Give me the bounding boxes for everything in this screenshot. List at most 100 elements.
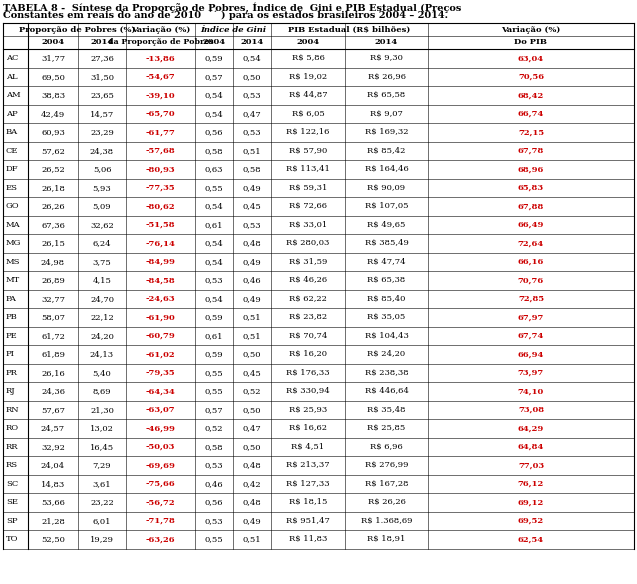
Text: 0,55: 0,55 — [204, 536, 224, 543]
Text: 6,24: 6,24 — [93, 239, 111, 247]
Text: Constantes em reais do ano de 2010  ´´ ) para os estados brasileiros 2004 – 2014: Constantes em reais do ano de 2010 ´´ ) … — [3, 11, 448, 20]
Text: R$ 25,85: R$ 25,85 — [368, 424, 406, 432]
Text: 24,38: 24,38 — [90, 147, 114, 155]
Text: 0,50: 0,50 — [243, 73, 261, 81]
Text: 0,48: 0,48 — [243, 239, 261, 247]
Text: 0,50: 0,50 — [243, 406, 261, 413]
Text: Variação (%): Variação (%) — [501, 26, 561, 33]
Text: -24,63: -24,63 — [146, 295, 175, 303]
Text: 16,45: 16,45 — [90, 443, 114, 451]
Text: 0,57: 0,57 — [204, 406, 224, 413]
Text: R$ 25,93: R$ 25,93 — [289, 406, 327, 413]
Text: 0,53: 0,53 — [243, 91, 261, 99]
Text: -39,10: -39,10 — [146, 91, 175, 99]
Text: 52,50: 52,50 — [41, 536, 65, 543]
Text: 22,12: 22,12 — [90, 313, 114, 321]
Text: R$ 16,20: R$ 16,20 — [289, 350, 327, 358]
Text: 68,42: 68,42 — [518, 91, 544, 99]
Text: -76,14: -76,14 — [146, 239, 175, 247]
Text: -13,86: -13,86 — [146, 54, 175, 62]
Text: R$ 127,33: R$ 127,33 — [286, 479, 330, 488]
Text: 62,54: 62,54 — [518, 536, 544, 543]
Text: -80,93: -80,93 — [146, 165, 175, 173]
Text: R$ 4,51: R$ 4,51 — [292, 443, 325, 451]
Text: DF: DF — [6, 165, 18, 173]
Text: 0,45: 0,45 — [243, 369, 261, 377]
Text: R$ 113,41: R$ 113,41 — [286, 165, 330, 173]
Text: MT: MT — [6, 276, 20, 284]
Text: R$ 26,96: R$ 26,96 — [368, 73, 406, 81]
Text: 26,89: 26,89 — [41, 276, 65, 284]
Text: 24,20: 24,20 — [90, 332, 114, 340]
Text: 2004: 2004 — [203, 39, 225, 47]
Text: 73,08: 73,08 — [518, 406, 544, 413]
Text: 2014: 2014 — [90, 39, 113, 47]
Text: MG: MG — [6, 239, 22, 247]
Text: 70,56: 70,56 — [518, 73, 544, 81]
Text: 0,55: 0,55 — [204, 184, 224, 192]
Text: 24,98: 24,98 — [41, 258, 65, 266]
Text: 67,97: 67,97 — [518, 313, 544, 321]
Text: -50,03: -50,03 — [146, 443, 175, 451]
Text: 0,58: 0,58 — [204, 443, 224, 451]
Text: 7,29: 7,29 — [93, 461, 111, 470]
Text: -51,58: -51,58 — [146, 221, 175, 229]
Text: TO: TO — [6, 536, 18, 543]
Text: 31,50: 31,50 — [90, 73, 114, 81]
Text: 69,52: 69,52 — [518, 517, 544, 525]
Text: 2004: 2004 — [296, 39, 320, 47]
Text: 42,49: 42,49 — [41, 110, 65, 118]
Text: R$ 85,40: R$ 85,40 — [368, 295, 406, 303]
Text: 0,49: 0,49 — [243, 295, 261, 303]
Text: 61,72: 61,72 — [41, 332, 65, 340]
Text: PI: PI — [6, 350, 15, 358]
Text: AP: AP — [6, 110, 18, 118]
Text: 24,13: 24,13 — [90, 350, 114, 358]
Text: -56,72: -56,72 — [146, 498, 175, 506]
Text: -46,99: -46,99 — [146, 424, 175, 432]
Text: 66,49: 66,49 — [518, 221, 544, 229]
Text: R$ 26,26: R$ 26,26 — [368, 498, 405, 506]
Text: 2014: 2014 — [375, 39, 398, 47]
Text: 26,18: 26,18 — [41, 184, 65, 192]
Text: R$ 90,09: R$ 90,09 — [368, 184, 406, 192]
Text: R$ 6,05: R$ 6,05 — [292, 110, 324, 118]
Text: 0,53: 0,53 — [243, 221, 261, 229]
Text: R$ 951,47: R$ 951,47 — [286, 517, 330, 525]
Text: 0,59: 0,59 — [204, 313, 224, 321]
Text: 26,52: 26,52 — [41, 165, 65, 173]
Text: 0,53: 0,53 — [204, 517, 224, 525]
Text: R$ 169,32: R$ 169,32 — [365, 128, 408, 136]
Text: 0,61: 0,61 — [204, 332, 223, 340]
Text: -79,35: -79,35 — [146, 369, 175, 377]
Text: 0,54: 0,54 — [204, 91, 224, 99]
Text: 31,77: 31,77 — [41, 54, 65, 62]
Text: AM: AM — [6, 91, 20, 99]
Text: 0,53: 0,53 — [204, 461, 224, 470]
Text: 0,54: 0,54 — [204, 110, 224, 118]
Text: R$ 65,38: R$ 65,38 — [368, 276, 406, 284]
Text: 0,45: 0,45 — [243, 202, 261, 210]
Text: 23,65: 23,65 — [90, 91, 114, 99]
Text: 0,63: 0,63 — [204, 165, 223, 173]
Text: R$ 330,94: R$ 330,94 — [286, 387, 330, 395]
Text: -77,35: -77,35 — [146, 184, 175, 192]
Text: R$ 385,49: R$ 385,49 — [364, 239, 408, 247]
Text: 0,52: 0,52 — [243, 387, 261, 395]
Text: 8,69: 8,69 — [93, 387, 111, 395]
Text: R$ 24,20: R$ 24,20 — [368, 350, 406, 358]
Text: RN: RN — [6, 406, 20, 413]
Text: PIB Estadual (R$ bilhões): PIB Estadual (R$ bilhões) — [289, 26, 411, 33]
Text: R$ 280,03: R$ 280,03 — [286, 239, 330, 247]
Text: 26,16: 26,16 — [41, 369, 65, 377]
Text: R$ 11,83: R$ 11,83 — [289, 536, 327, 543]
Text: 0,53: 0,53 — [243, 128, 261, 136]
Text: 70,76: 70,76 — [518, 276, 544, 284]
Text: -64,34: -64,34 — [146, 387, 175, 395]
Text: 57,67: 57,67 — [41, 406, 65, 413]
Text: -69,69: -69,69 — [146, 461, 175, 470]
Text: 0,57: 0,57 — [204, 73, 224, 81]
Text: -61,77: -61,77 — [146, 128, 175, 136]
Text: 0,47: 0,47 — [243, 424, 261, 432]
Text: 27,36: 27,36 — [90, 54, 114, 62]
